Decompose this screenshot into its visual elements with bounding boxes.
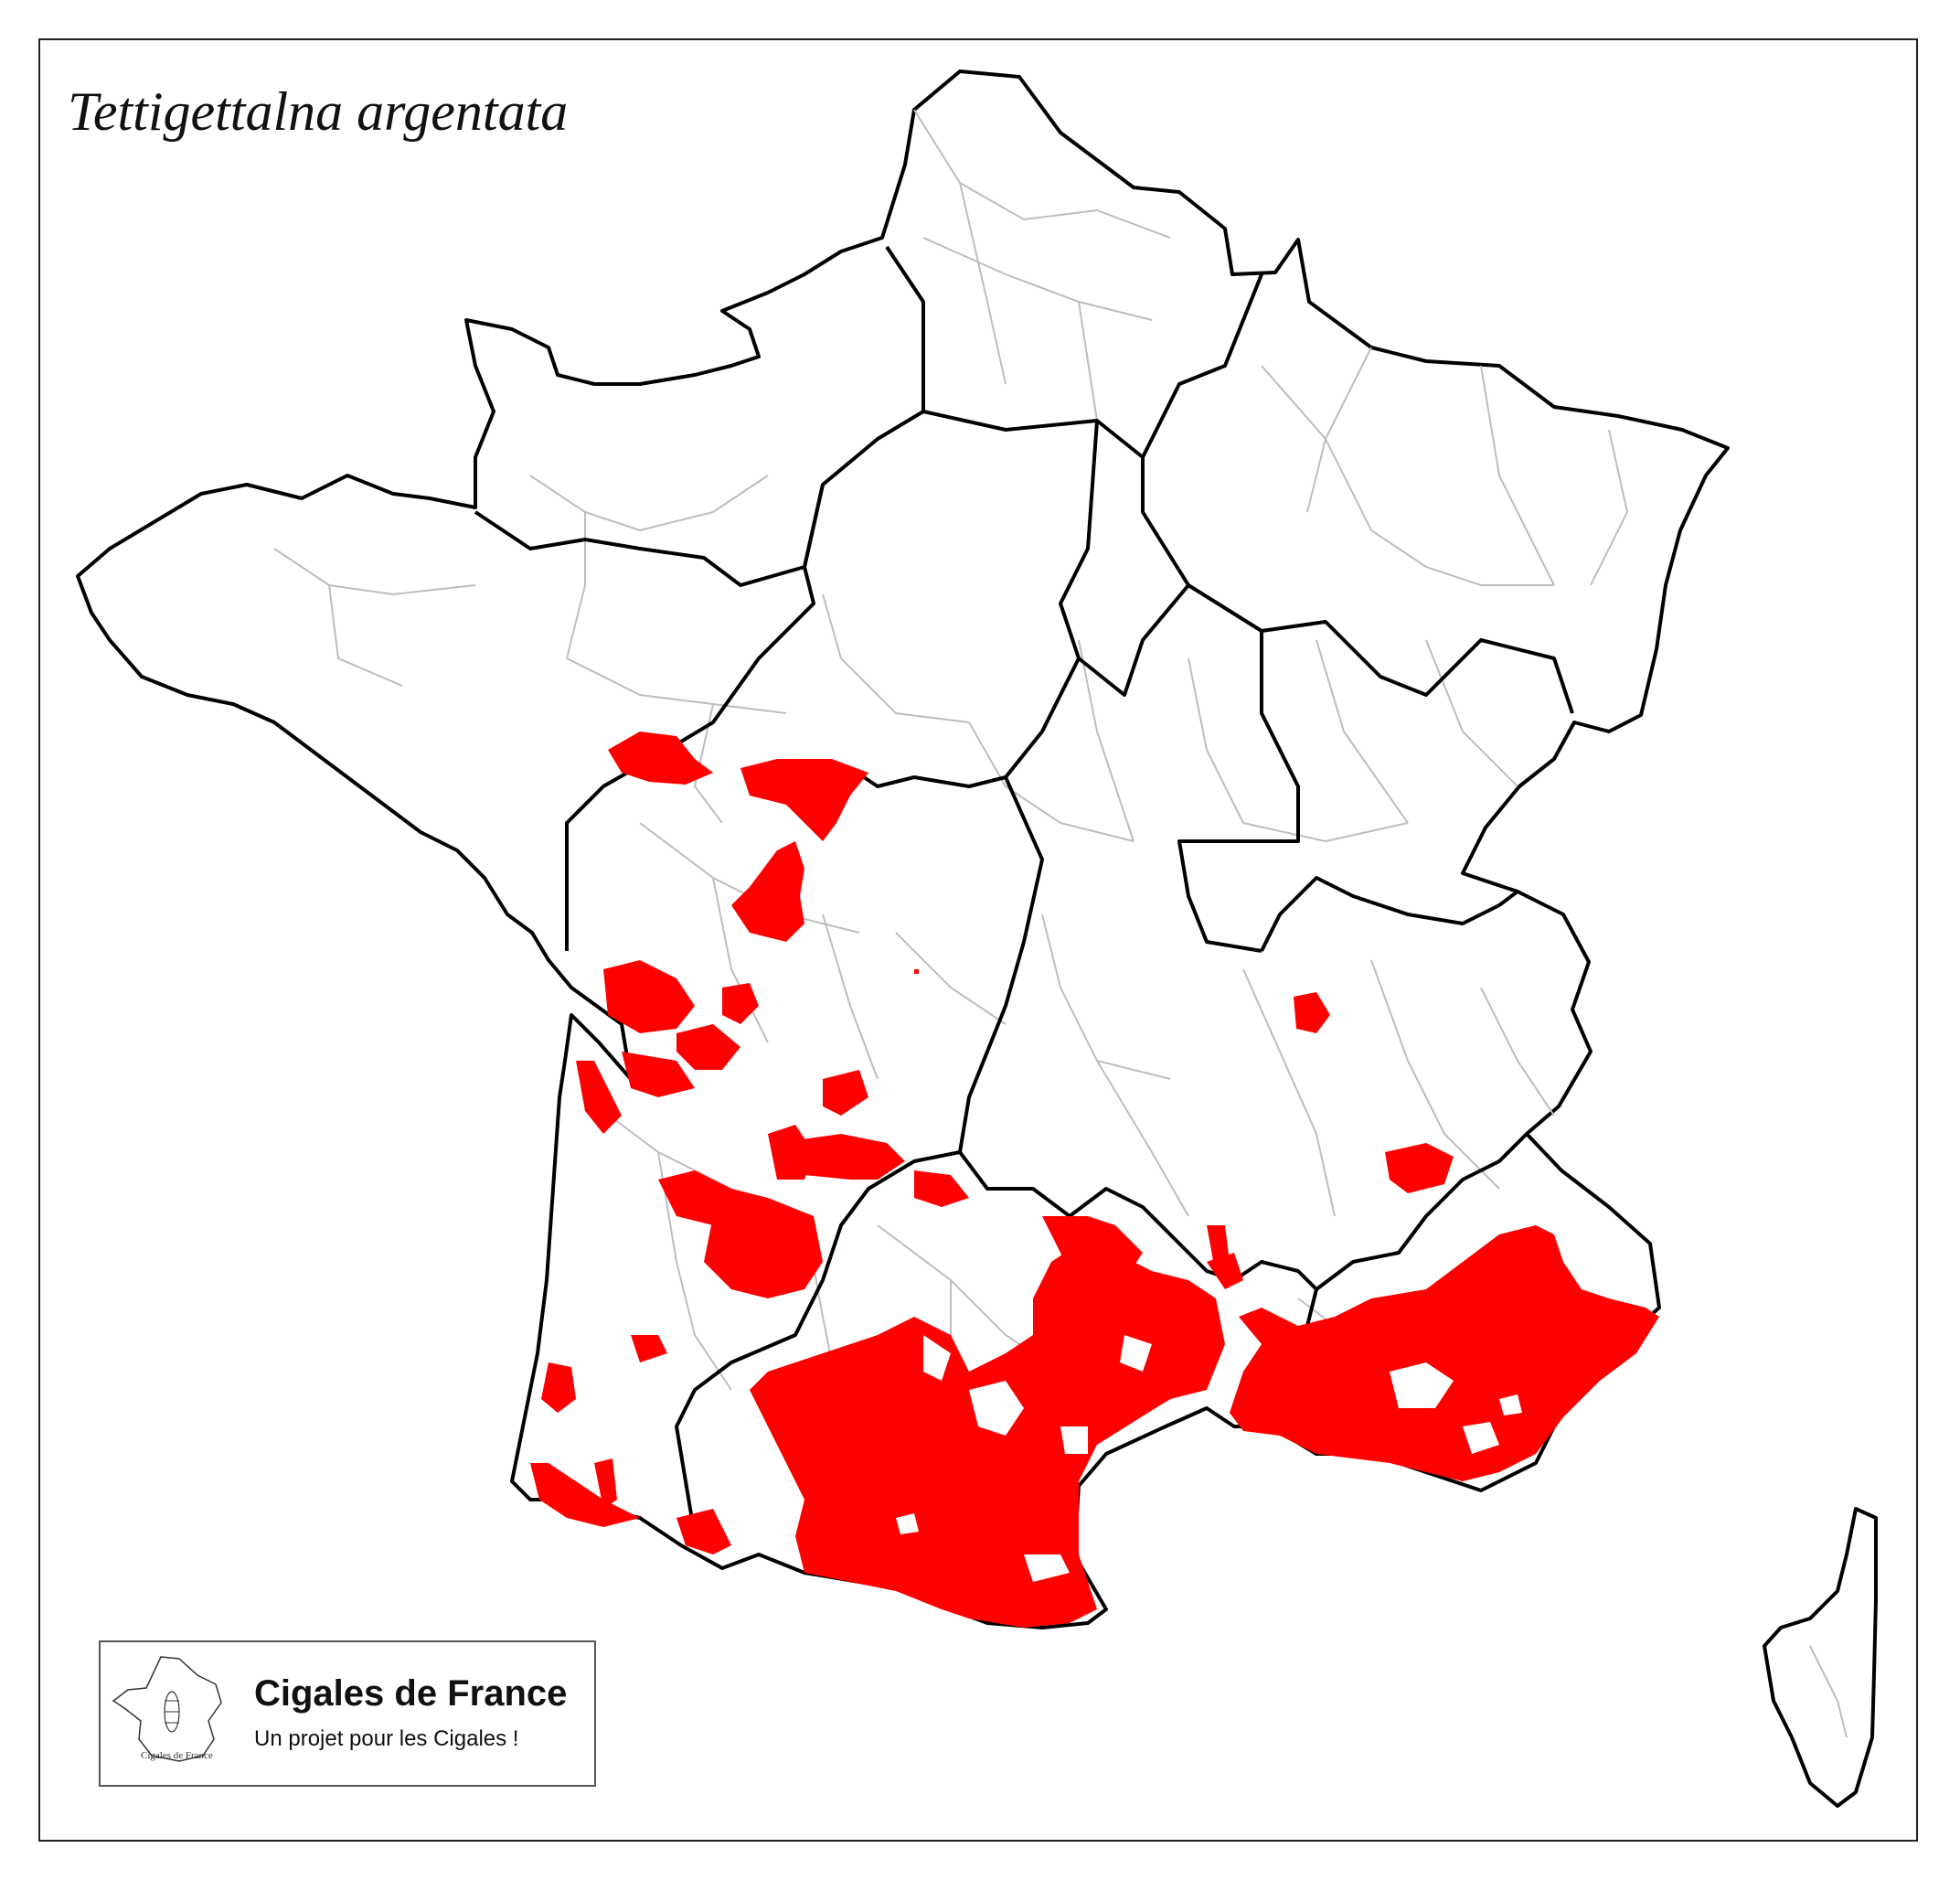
logo-name: Cigales de France: [254, 1673, 568, 1714]
map-title: Tettigettalna argentata: [68, 81, 569, 142]
logo-mini-caption: Cigales de France: [141, 1750, 213, 1761]
department-boundaries: [273, 109, 1848, 1738]
france-silhouette-icon: [112, 1656, 222, 1762]
presence-areas: [530, 732, 1659, 1628]
absence-gaps: [896, 1335, 1522, 1582]
mainland-outline: [76, 69, 1730, 1629]
logo-panel: Cigales de France Cigales de France Un p…: [99, 1640, 596, 1787]
corsica-outline: [1763, 1507, 1878, 1808]
logo-tagline: Un projet pour les Cigales !: [254, 1726, 519, 1751]
